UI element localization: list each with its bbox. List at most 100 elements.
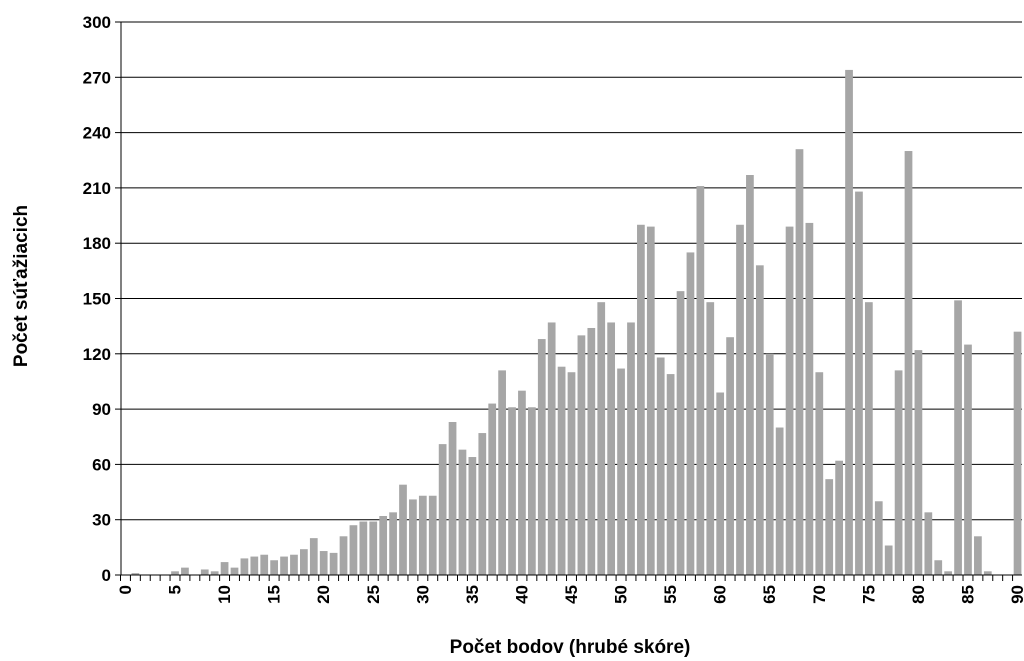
bar-71 <box>825 479 834 575</box>
bar-87 <box>983 571 992 575</box>
x-tick-label: 10 <box>215 585 234 604</box>
bar-50 <box>617 368 625 575</box>
bar-36 <box>478 433 487 575</box>
bar-54 <box>656 357 665 575</box>
bar-14 <box>260 554 269 575</box>
bars <box>131 69 1022 576</box>
bar-18 <box>300 549 308 575</box>
bar-70 <box>815 372 824 575</box>
bar-69 <box>805 222 814 576</box>
bar-24 <box>359 521 368 575</box>
bar-49 <box>607 322 616 575</box>
bar-22 <box>339 536 348 575</box>
bar-73 <box>845 69 853 576</box>
bar-26 <box>379 516 388 575</box>
bar-32 <box>438 444 447 575</box>
bar-17 <box>290 554 298 575</box>
x-tick-label: 55 <box>661 585 680 604</box>
bar-61 <box>726 337 734 575</box>
bar-86 <box>974 536 982 575</box>
bar-65 <box>765 353 774 575</box>
x-tick-label: 65 <box>760 585 779 604</box>
bar-81 <box>924 512 933 575</box>
bar-5 <box>171 571 179 575</box>
bar-42 <box>537 339 546 575</box>
bar-27 <box>389 512 397 575</box>
x-tick-label: 45 <box>562 585 581 604</box>
y-axis-title: Počet súťažiacich <box>11 205 32 367</box>
x-tick-label: 5 <box>166 585 185 594</box>
bar-11 <box>230 567 239 575</box>
bar-35 <box>468 457 477 575</box>
x-tick-label: 40 <box>512 585 531 604</box>
bar-58 <box>696 186 705 575</box>
bar-74 <box>855 191 863 575</box>
bar-80 <box>914 350 923 575</box>
x-tick-label: 15 <box>265 585 284 604</box>
bar-23 <box>349 525 358 575</box>
x-tick-label: 75 <box>859 585 878 604</box>
x-tick-label: 80 <box>909 585 928 604</box>
bar-28 <box>399 484 407 575</box>
bar-21 <box>329 552 338 575</box>
bar-1 <box>131 573 140 575</box>
axes <box>120 22 1022 581</box>
y-tick-label: 270 <box>83 68 111 87</box>
x-axis-title: Počet bodov (hrubé skóre) <box>450 637 691 658</box>
bar-79 <box>904 151 913 575</box>
x-tick-labels: 0 5 10 15 20 25 30 35 40 45 50 55 60 65 70 75 80 85 90 <box>116 585 1024 604</box>
bar-83 <box>944 571 953 575</box>
bar-77 <box>884 545 893 575</box>
bar-55 <box>666 374 675 575</box>
bar-40 <box>518 390 526 575</box>
bar-84 <box>954 300 962 575</box>
x-tick-label: 70 <box>810 585 829 604</box>
bar-15 <box>270 560 278 575</box>
y-tick-label: 90 <box>92 400 111 419</box>
bar-34 <box>458 449 467 575</box>
bar-47 <box>587 327 596 575</box>
bar-9 <box>210 571 219 575</box>
x-tick-label: 25 <box>364 585 383 604</box>
bar-66 <box>775 427 784 575</box>
bar-68 <box>795 149 804 575</box>
bar-38 <box>498 370 506 575</box>
bar-90 <box>1013 331 1022 575</box>
x-tick-label: 0 <box>116 585 135 594</box>
bar-19 <box>309 538 318 575</box>
bar-20 <box>319 551 328 575</box>
bar-62 <box>736 224 744 575</box>
x-tick-label: 60 <box>711 585 730 604</box>
bar-16 <box>280 556 288 575</box>
y-tick-labels: 0 30 60 90 120 150 180 210 240 270 300 <box>83 13 111 585</box>
y-tick-label: 240 <box>83 124 111 143</box>
bar-75 <box>864 302 873 575</box>
bar-76 <box>874 501 883 575</box>
bar-56 <box>676 291 685 575</box>
bar-13 <box>250 556 259 575</box>
bar-39 <box>508 407 516 575</box>
bar-33 <box>448 422 457 575</box>
bar-63 <box>746 175 754 575</box>
bar-52 <box>637 224 645 575</box>
bar-12 <box>240 558 249 575</box>
y-tick-label: 120 <box>83 345 111 364</box>
y-tick-label: 210 <box>83 179 111 198</box>
bar-45 <box>567 372 576 575</box>
x-tick-label: 35 <box>463 585 482 604</box>
bar-59 <box>706 302 715 575</box>
y-tick-label: 0 <box>102 566 111 585</box>
x-tick-label: 90 <box>1008 585 1024 604</box>
bar-64 <box>755 265 764 575</box>
bar-6 <box>181 567 189 575</box>
bar-30 <box>418 495 427 575</box>
bar-67 <box>785 226 794 576</box>
bar-82 <box>934 560 943 575</box>
y-tick-label: 30 <box>92 511 111 530</box>
y-tick-label: 300 <box>83 13 111 32</box>
bar-57 <box>686 252 695 576</box>
bar-43 <box>547 322 556 575</box>
bar-48 <box>597 302 606 575</box>
